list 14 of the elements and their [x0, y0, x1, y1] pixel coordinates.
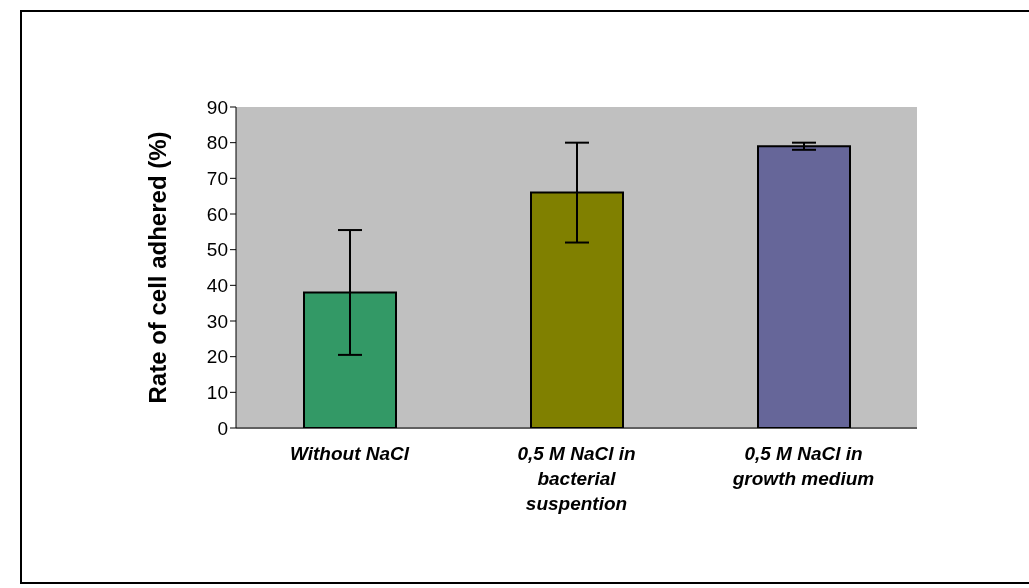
y-tick-label: 0	[217, 417, 228, 439]
y-tick-label: 20	[206, 346, 228, 368]
y-tick-label: 90	[206, 96, 228, 118]
x-tick-label: Without NaCl	[289, 443, 410, 464]
y-tick-label: 10	[206, 382, 228, 404]
y-tick-label: 70	[206, 168, 228, 190]
y-axis-title: Rate of cell adhered (%)	[143, 131, 171, 404]
x-tick-label: 0,5 M NaCl in bacterial suspention	[517, 443, 636, 514]
y-tick-label: 50	[206, 239, 228, 261]
y-tick-label: 40	[206, 275, 228, 297]
y-tick-label: 80	[206, 132, 228, 154]
y-tick-label: 60	[206, 203, 228, 225]
y-tick-label: 30	[206, 310, 228, 332]
x-tick-label: 0,5 M NaCl in growth medium	[731, 443, 875, 489]
